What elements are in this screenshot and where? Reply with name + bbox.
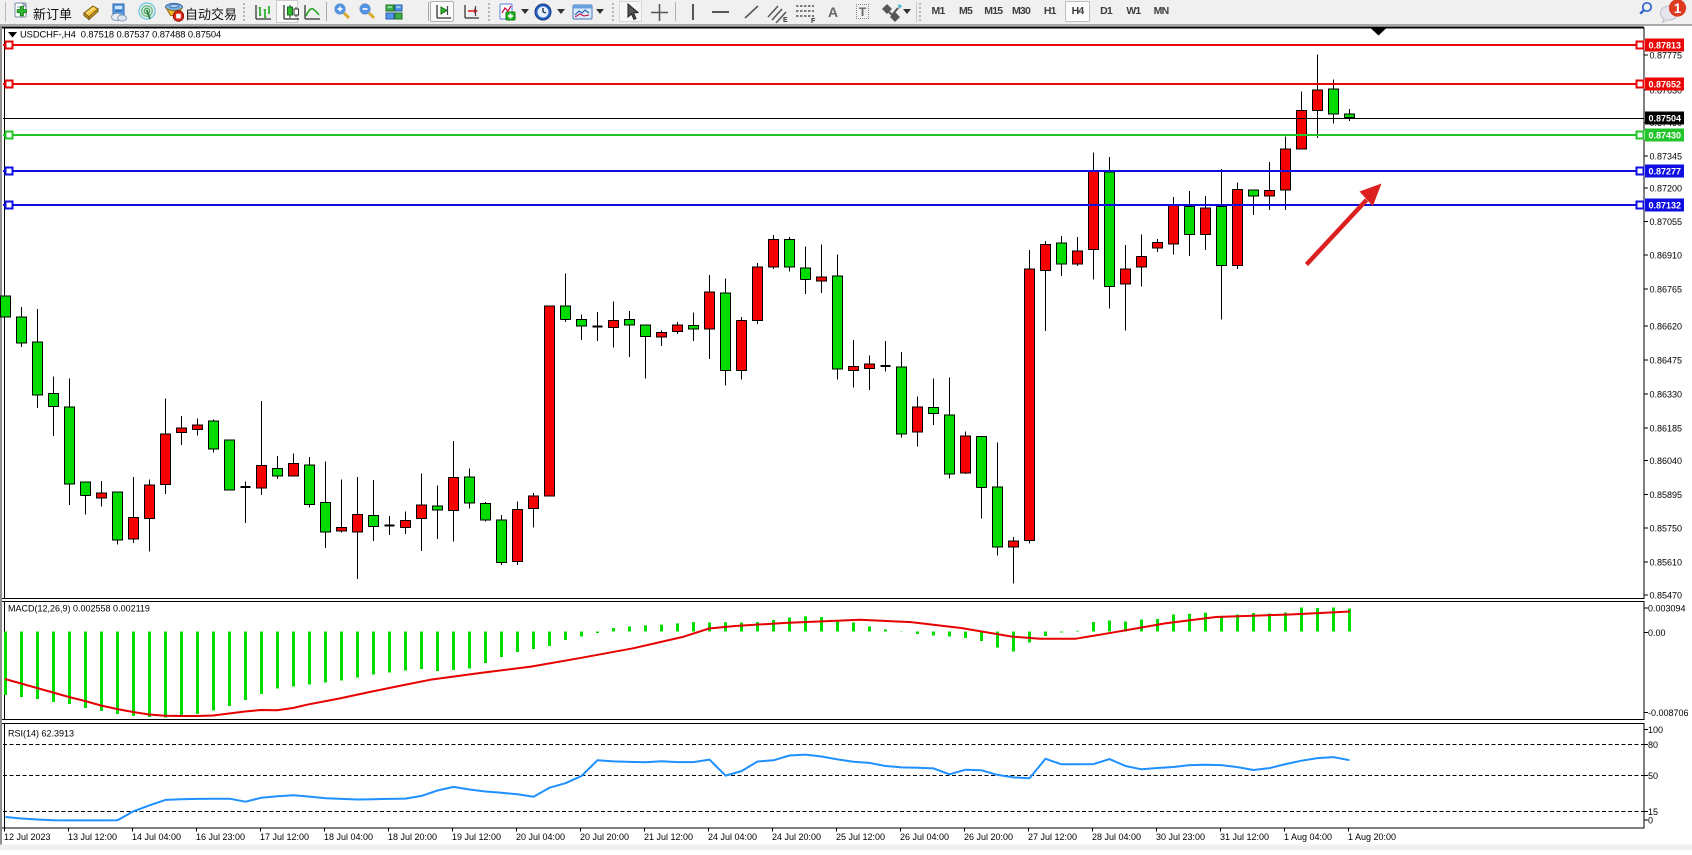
svg-text:0.87055: 0.87055 [1650, 217, 1683, 227]
svg-text:0.87430: 0.87430 [1649, 131, 1682, 141]
svg-text:17 Jul 12:00: 17 Jul 12:00 [260, 832, 309, 842]
svg-text:0.86330: 0.86330 [1650, 390, 1683, 400]
svg-text:0.86910: 0.86910 [1650, 251, 1683, 261]
svg-text:18 Jul 20:00: 18 Jul 20:00 [388, 832, 437, 842]
svg-text:16 Jul 23:00: 16 Jul 23:00 [196, 832, 245, 842]
svg-text:50: 50 [1648, 771, 1658, 781]
svg-text:MACD(12,26,9) 0.002558 0.00211: MACD(12,26,9) 0.002558 0.002119 [8, 604, 150, 614]
svg-text:20 Jul 04:00: 20 Jul 04:00 [516, 832, 565, 842]
svg-text:E: E [783, 17, 788, 23]
svg-text:0.87132: 0.87132 [1649, 201, 1682, 211]
svg-text:26 Jul 04:00: 26 Jul 04:00 [900, 832, 949, 842]
svg-text:0: 0 [1648, 816, 1653, 826]
svg-text:24 Jul 20:00: 24 Jul 20:00 [772, 832, 821, 842]
svg-text:26 Jul 20:00: 26 Jul 20:00 [964, 832, 1013, 842]
svg-text:0.00: 0.00 [1648, 628, 1666, 638]
svg-text:0.86620: 0.86620 [1650, 322, 1683, 332]
svg-text:0.85470: 0.85470 [1650, 591, 1683, 601]
svg-text:0.003094: 0.003094 [1648, 604, 1686, 614]
svg-text:-0.008706: -0.008706 [1648, 708, 1689, 718]
svg-text:RSI(14) 62.3913: RSI(14) 62.3913 [8, 729, 74, 739]
svg-text:0.87200: 0.87200 [1650, 184, 1683, 194]
svg-text:18 Jul 04:00: 18 Jul 04:00 [324, 832, 373, 842]
svg-text:0.86185: 0.86185 [1650, 424, 1683, 434]
svg-text:100: 100 [1648, 725, 1663, 735]
svg-text:28 Jul 04:00: 28 Jul 04:00 [1092, 832, 1141, 842]
svg-text:0.87775: 0.87775 [1650, 51, 1683, 61]
svg-text:30 Jul 23:00: 30 Jul 23:00 [1156, 832, 1205, 842]
svg-text:0.86040: 0.86040 [1650, 456, 1683, 466]
svg-text:24 Jul 04:00: 24 Jul 04:00 [708, 832, 757, 842]
svg-text:12 Jul 2023: 12 Jul 2023 [4, 832, 51, 842]
svg-text:13 Jul 12:00: 13 Jul 12:00 [68, 832, 117, 842]
svg-text:0.87652: 0.87652 [1649, 80, 1682, 90]
svg-text:15: 15 [1648, 807, 1658, 817]
svg-text:21 Jul 12:00: 21 Jul 12:00 [644, 832, 693, 842]
svg-text:1 Aug 20:00: 1 Aug 20:00 [1348, 832, 1396, 842]
svg-text:20 Jul 20:00: 20 Jul 20:00 [580, 832, 629, 842]
svg-text:0.85610: 0.85610 [1650, 558, 1683, 568]
svg-text:0.85895: 0.85895 [1650, 490, 1683, 500]
svg-text:0.87345: 0.87345 [1650, 152, 1683, 162]
svg-text:1 Aug 04:00: 1 Aug 04:00 [1284, 832, 1332, 842]
svg-text:25 Jul 12:00: 25 Jul 12:00 [836, 832, 885, 842]
svg-text:27 Jul 12:00: 27 Jul 12:00 [1028, 832, 1077, 842]
svg-text:USDCHF-,H4 0.87518 0.87537 0.: USDCHF-,H4 0.87518 0.87537 0.87488 0.875… [20, 29, 221, 40]
svg-text:0.87813: 0.87813 [1649, 41, 1682, 51]
svg-text:F: F [811, 18, 816, 23]
svg-text:0.87504: 0.87504 [1649, 114, 1682, 124]
svg-text:0.86765: 0.86765 [1650, 285, 1683, 295]
svg-text:80: 80 [1648, 740, 1658, 750]
svg-text:0.86475: 0.86475 [1650, 356, 1683, 366]
svg-text:0.85750: 0.85750 [1650, 524, 1683, 534]
svg-text:31 Jul 12:00: 31 Jul 12:00 [1220, 832, 1269, 842]
svg-text:14 Jul 04:00: 14 Jul 04:00 [132, 832, 181, 842]
svg-text:19 Jul 12:00: 19 Jul 12:00 [452, 832, 501, 842]
svg-text:0.87277: 0.87277 [1649, 167, 1682, 177]
svg-text:1: 1 [1674, 1, 1682, 16]
